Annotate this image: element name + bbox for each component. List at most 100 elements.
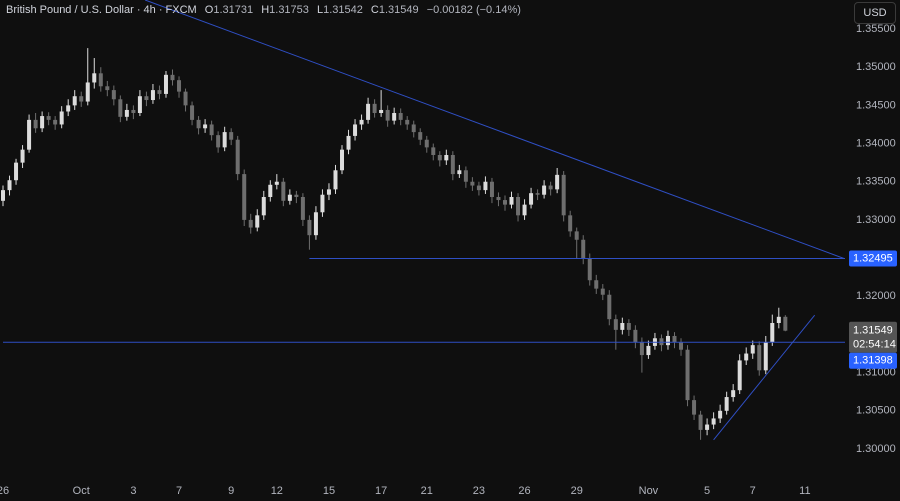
candle-body — [79, 96, 84, 102]
candle-body — [372, 103, 377, 114]
x-tick-label: 5 — [704, 485, 710, 497]
candle-body — [300, 197, 305, 220]
x-tick-label: 3 — [130, 485, 136, 497]
candle-body — [529, 193, 534, 205]
candle-body — [561, 174, 566, 216]
candle-body — [698, 414, 703, 430]
candle-body — [763, 342, 768, 371]
candle-body — [548, 185, 553, 190]
candle-body — [53, 119, 58, 125]
candle-body — [757, 345, 762, 371]
candle-body — [222, 132, 227, 148]
x-tick-label: Nov — [639, 485, 659, 497]
candle-body — [731, 390, 736, 398]
y-tick-label: 1.33500 — [856, 176, 896, 188]
candle-body — [405, 119, 410, 125]
candle-body — [105, 86, 110, 91]
candle-body — [27, 119, 32, 150]
y-tick-label: 1.33000 — [856, 214, 896, 226]
ohlc-value: 1.31549 — [378, 4, 419, 16]
candle-body — [170, 74, 175, 81]
y-tick-label: 1.35500 — [856, 23, 896, 35]
symbol: British Pound / U.S. Dollar · 4h · FXCM — [6, 4, 197, 16]
change: −0.00182 (−0.14%) — [426, 4, 521, 16]
candle-body — [353, 124, 358, 136]
y-tick-label: 1.30500 — [856, 405, 896, 417]
candle-body — [157, 90, 162, 94]
candle-body — [92, 73, 97, 83]
ohlc-key: O — [204, 4, 214, 16]
candle-body — [183, 91, 188, 106]
candle-body — [320, 194, 325, 213]
candle-body — [144, 96, 149, 101]
candle-body — [118, 99, 123, 117]
candle-body — [568, 215, 573, 232]
candle-body — [685, 349, 690, 401]
candle-body — [587, 258, 592, 281]
last-price-label: 1.31549 — [853, 325, 893, 337]
candle-body — [150, 90, 155, 101]
x-tick-label: 21 — [421, 485, 433, 497]
y-tick-label: 1.32000 — [856, 290, 896, 302]
currency-button[interactable]: USD — [854, 2, 896, 24]
ohlc-value: 1.31731 — [213, 4, 254, 16]
candle-body — [437, 155, 442, 161]
candle-body — [535, 193, 540, 195]
candle-body — [190, 105, 195, 120]
candle-body — [418, 132, 423, 140]
candle-body — [444, 155, 449, 161]
x-tick-label: 9 — [228, 485, 234, 497]
candle-body — [307, 219, 312, 236]
candle-body — [274, 181, 279, 185]
level-label: 1.32495 — [853, 252, 893, 264]
candle-body — [294, 194, 299, 198]
candle-body — [744, 353, 749, 361]
candle-body — [489, 181, 494, 198]
candle-body — [470, 181, 475, 186]
candle-body — [20, 149, 25, 163]
y-tick-label: 1.34500 — [856, 99, 896, 111]
candle-body — [398, 113, 403, 120]
x-tick-label: 23 — [473, 485, 485, 497]
x-tick-label: 26 — [518, 485, 530, 497]
candle-body — [502, 200, 507, 205]
level-label-box — [849, 352, 897, 369]
candle-body — [203, 124, 208, 129]
candle-body — [137, 96, 142, 114]
chart-legend: British Pound / U.S. Dollar · 4h · FXCM … — [6, 4, 521, 16]
candle-body — [313, 212, 318, 236]
candle-body — [737, 360, 742, 391]
candle-body — [66, 105, 71, 112]
candle-body — [385, 109, 390, 121]
candle-body — [392, 113, 397, 121]
candle-body — [509, 197, 514, 205]
x-tick-label: 15 — [323, 485, 335, 497]
candle-body — [574, 231, 579, 240]
candle-body — [463, 170, 468, 182]
candle-body — [646, 345, 651, 356]
candle-body — [516, 197, 521, 216]
candle-body — [59, 111, 64, 125]
candle-body — [613, 319, 618, 330]
candle-body — [522, 204, 527, 216]
trendline — [713, 314, 816, 441]
candle-body — [431, 147, 436, 156]
candle-body — [85, 82, 90, 102]
candle-body — [7, 180, 12, 191]
candle-body — [679, 342, 684, 350]
candle-body — [633, 329, 638, 343]
candle-body — [1, 190, 5, 201]
candle-body — [770, 322, 775, 343]
y-tick-label: 1.35000 — [856, 61, 896, 73]
candle-body — [639, 342, 644, 356]
candle-body — [718, 410, 723, 419]
y-tick-label: 1.30000 — [856, 443, 896, 455]
candle-body — [724, 397, 729, 411]
ohlc-key: H — [261, 4, 270, 16]
candle-body — [163, 74, 168, 94]
candle-body — [359, 119, 364, 125]
price-label-box — [849, 321, 897, 353]
candle-body — [124, 109, 129, 117]
